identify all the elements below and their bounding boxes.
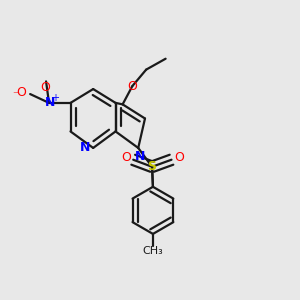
- Text: O: O: [40, 81, 50, 94]
- Text: S: S: [148, 160, 157, 173]
- Text: +: +: [52, 93, 59, 103]
- Text: O: O: [16, 86, 26, 99]
- Text: N: N: [134, 150, 145, 163]
- Text: N: N: [45, 96, 56, 110]
- Text: CH₃: CH₃: [142, 246, 163, 256]
- Text: N: N: [80, 141, 90, 154]
- Text: ⁻: ⁻: [12, 91, 18, 100]
- Text: O: O: [128, 80, 137, 93]
- Text: O: O: [174, 151, 184, 164]
- Text: O: O: [121, 151, 131, 164]
